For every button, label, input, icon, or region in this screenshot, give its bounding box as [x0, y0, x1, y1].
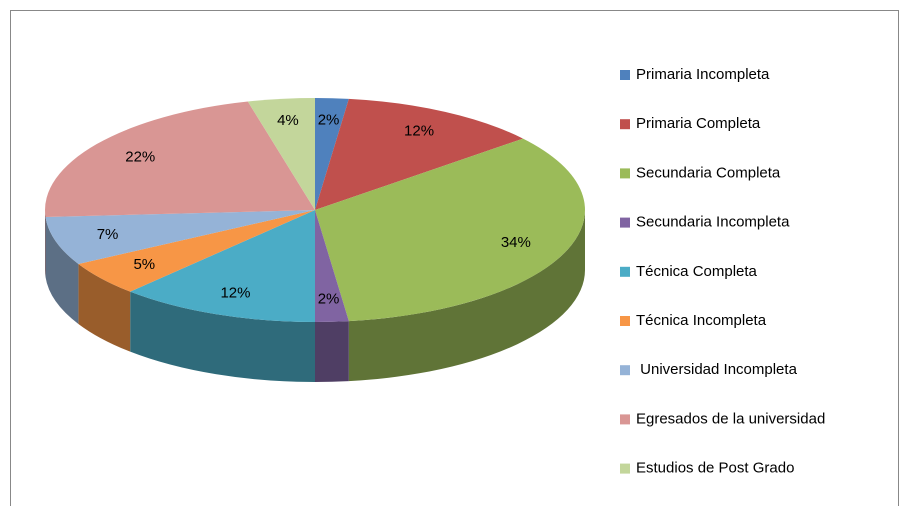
data-label: 12%: [404, 122, 434, 139]
slice: [44, 101, 315, 218]
data-label: 22%: [125, 148, 155, 165]
legend-swatch: [620, 365, 630, 376]
slice-side: [78, 263, 131, 352]
legend-label: Estudios de Post Grado: [636, 460, 794, 477]
data-label: 5%: [133, 256, 155, 273]
slice-side: [348, 210, 585, 382]
legend-swatch: [620, 414, 630, 425]
legend-swatch: [620, 463, 630, 474]
legend-label: Egresados de la universidad: [636, 410, 825, 427]
slice: [315, 210, 349, 322]
data-label: 4%: [277, 112, 299, 129]
legend-label: Primaria Completa: [636, 115, 761, 132]
legend-swatch: [620, 168, 630, 179]
slice: [315, 138, 585, 322]
legend-swatch: [620, 119, 630, 130]
legend-label: Primaria Incompleta: [636, 66, 770, 83]
data-label: 12%: [220, 284, 250, 301]
slice-side: [45, 210, 46, 278]
legend-swatch: [620, 70, 630, 80]
slice: [247, 98, 315, 210]
slice: [78, 210, 316, 292]
data-label: 2%: [318, 112, 340, 129]
slice-side: [315, 321, 349, 382]
legend-swatch: [620, 266, 630, 277]
legend-label: Secundaria Completa: [636, 164, 781, 181]
slice: [45, 210, 316, 264]
data-label: 2%: [318, 290, 340, 307]
data-label: 34%: [501, 234, 531, 251]
slice: [315, 98, 349, 210]
chart-border: [10, 10, 899, 506]
legend-label: Técnica Incompleta: [636, 312, 767, 329]
data-label: 7%: [97, 226, 119, 243]
slice-side: [45, 217, 79, 324]
slice-side: [130, 291, 315, 382]
legend-swatch: [620, 217, 630, 228]
slice: [130, 210, 315, 322]
legend-label: Técnica Completa: [636, 263, 758, 280]
slice: [315, 98, 524, 210]
legend-label: Universidad Incompleta: [636, 361, 798, 378]
legend-label: Secundaria Incompleta: [636, 214, 790, 231]
legend-swatch: [620, 316, 630, 326]
